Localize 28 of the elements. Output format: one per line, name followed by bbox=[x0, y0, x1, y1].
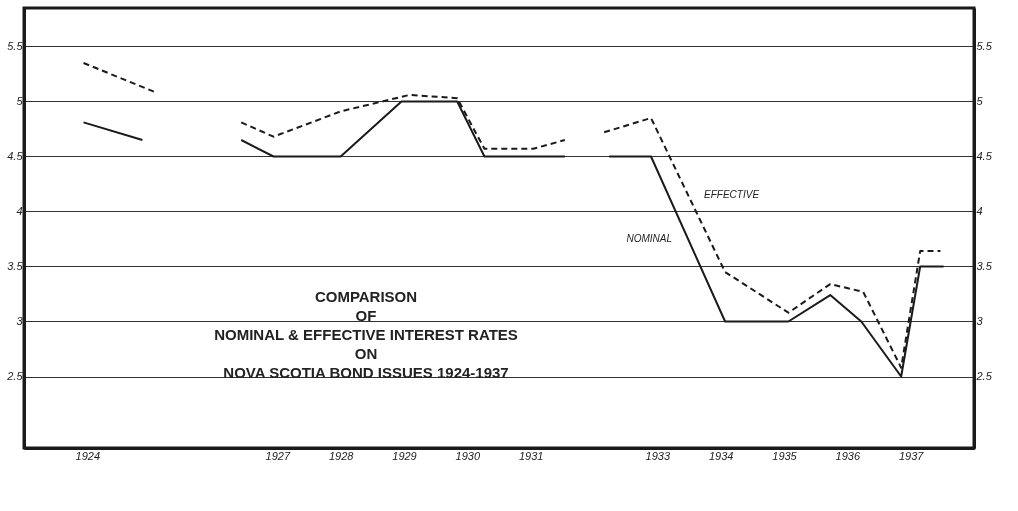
y-tick-label: 3.5 bbox=[7, 260, 24, 272]
x-tick-label: 1929 bbox=[392, 449, 417, 462]
x-tick-label: 1928 bbox=[328, 449, 355, 462]
x-tick-label: 1927 bbox=[265, 449, 291, 462]
x-tick-label: 1937 bbox=[898, 449, 925, 462]
y2-tick-label: 3 bbox=[976, 315, 984, 327]
x-tick-label: 1934 bbox=[708, 449, 734, 462]
x-tick-label: 1935 bbox=[772, 449, 798, 462]
x-tick-label: 1931 bbox=[518, 449, 544, 462]
x-tick-label: 1936 bbox=[835, 449, 861, 462]
y-tick-label: 2.5 bbox=[6, 370, 24, 382]
y2-tick-label: 4 bbox=[976, 205, 983, 217]
y-tick-label: 5 bbox=[16, 95, 24, 107]
y-tick-label: 4.5 bbox=[7, 150, 24, 162]
series-label: EFFECTIVE bbox=[704, 189, 760, 200]
text: COMPARISON OF NOMINAL & EFFECTIVE INTEREST RATES ON NOVA SCOTIA BOND ISSUES 1924-1937 bbox=[214, 287, 518, 381]
series-label: NOMINAL bbox=[626, 233, 673, 244]
y-tick-label: 5.5 bbox=[7, 40, 24, 52]
y2-tick-label: 5 bbox=[976, 95, 984, 107]
y2-tick-label: 4.5 bbox=[976, 150, 993, 162]
x-tick-label: 1933 bbox=[645, 449, 671, 462]
y-tick-label: 4 bbox=[16, 205, 23, 217]
x-tick-label: 1924 bbox=[75, 449, 101, 462]
y2-tick-label: 2.5 bbox=[975, 370, 993, 382]
y2-tick-label: 5.5 bbox=[976, 40, 993, 52]
y2-tick-label: 3.5 bbox=[976, 260, 993, 272]
x-tick-label: 1930 bbox=[455, 449, 481, 462]
y-tick-label: 3 bbox=[16, 315, 24, 327]
